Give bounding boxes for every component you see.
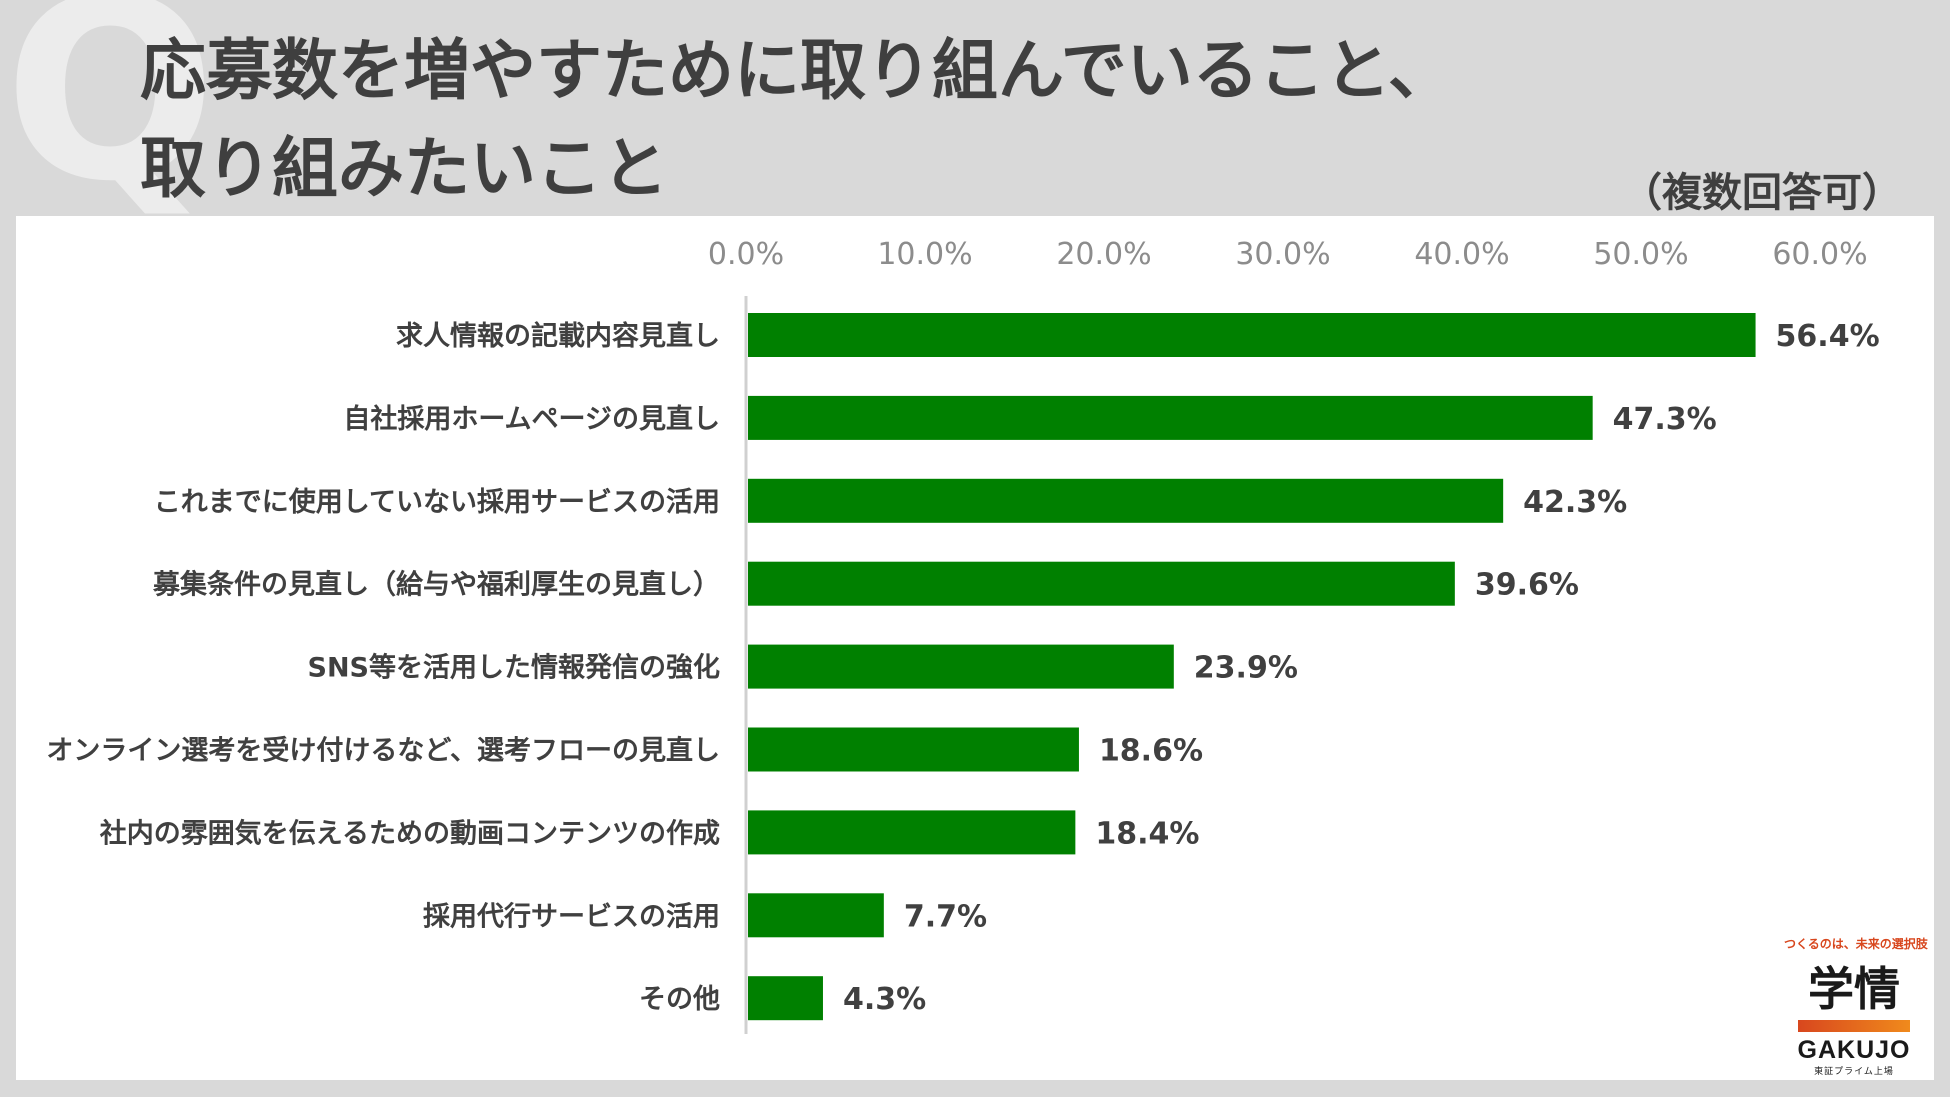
logo-gradient-bar: [1798, 1020, 1910, 1032]
x-tick-label: 30.0%: [1235, 237, 1330, 272]
data-label: 39.6%: [1475, 568, 1579, 603]
logo-name: GAKUJO: [1797, 1036, 1911, 1064]
category-label: 社内の雰囲気を伝えるための動画コンテンツの作成: [100, 817, 720, 849]
logo-mark: 学情: [1808, 962, 1900, 1016]
category-label: 自社採用ホームページの見直し: [343, 403, 720, 435]
x-tick-label: 40.0%: [1414, 237, 1509, 272]
bar: [748, 893, 884, 938]
data-label: 7.7%: [904, 899, 987, 934]
data-label: 47.3%: [1613, 402, 1717, 437]
bar: [748, 313, 1756, 357]
bar: [748, 644, 1174, 689]
bar: [748, 976, 823, 1021]
chart-panel: 0.0% 10.0% 20.0% 30.0% 40.0% 50.0% 60.0% 求人情報の記…: [16, 216, 1934, 1080]
data-label: 18.6%: [1099, 734, 1203, 769]
category-label: その他: [639, 984, 720, 1015]
x-tick-label: 50.0%: [1593, 237, 1688, 272]
x-tick-label: 20.0%: [1056, 237, 1151, 272]
multiple-answer-note: （複数回答可）: [1622, 170, 1902, 216]
data-label: 42.3%: [1523, 485, 1627, 520]
bar: [748, 478, 1504, 523]
bar-chart: 0.0% 10.0% 20.0% 30.0% 40.0% 50.0% 60.0% 求人情報の記…: [46, 237, 1880, 1034]
bar: [748, 561, 1455, 606]
x-tick-label: 0.0%: [708, 237, 784, 272]
bar: [748, 727, 1079, 772]
logo-subtitle: 東証プライム上場: [1814, 1067, 1894, 1077]
category-label: 募集条件の見直し（給与や福利厚生の見直し）: [152, 569, 720, 601]
category-label: オンライン選考を受け付けるなど、選考フローの見直し: [46, 735, 720, 767]
q-watermark: Q: [4, 0, 217, 236]
gakujo-logo: つくるのは、未来の選択肢 学情 GAKUJO 東証プライム上場: [1784, 935, 1928, 1077]
category-label: SNS等を活用した情報発信の強化: [308, 652, 721, 684]
data-label: 23.9%: [1194, 651, 1298, 686]
chart-title: 応募数を増やすために取り組んでいること、 取り組みたいこと: [140, 32, 1455, 207]
data-label: 18.4%: [1095, 816, 1199, 851]
x-tick-label: 10.0%: [877, 237, 972, 272]
category-label: これまでに使用していない採用サービスの活用: [154, 487, 720, 518]
bar: [748, 395, 1593, 440]
x-tick-label: 60.0%: [1772, 237, 1867, 272]
bar: [748, 810, 1076, 855]
data-label: 4.3%: [843, 982, 926, 1017]
category-label: 求人情報の記載内容見直し: [396, 320, 720, 352]
data-label: 56.4%: [1776, 319, 1880, 354]
category-label: 採用代行サービスの活用: [423, 900, 720, 932]
logo-tagline: つくるのは、未来の選択肢: [1784, 937, 1928, 951]
